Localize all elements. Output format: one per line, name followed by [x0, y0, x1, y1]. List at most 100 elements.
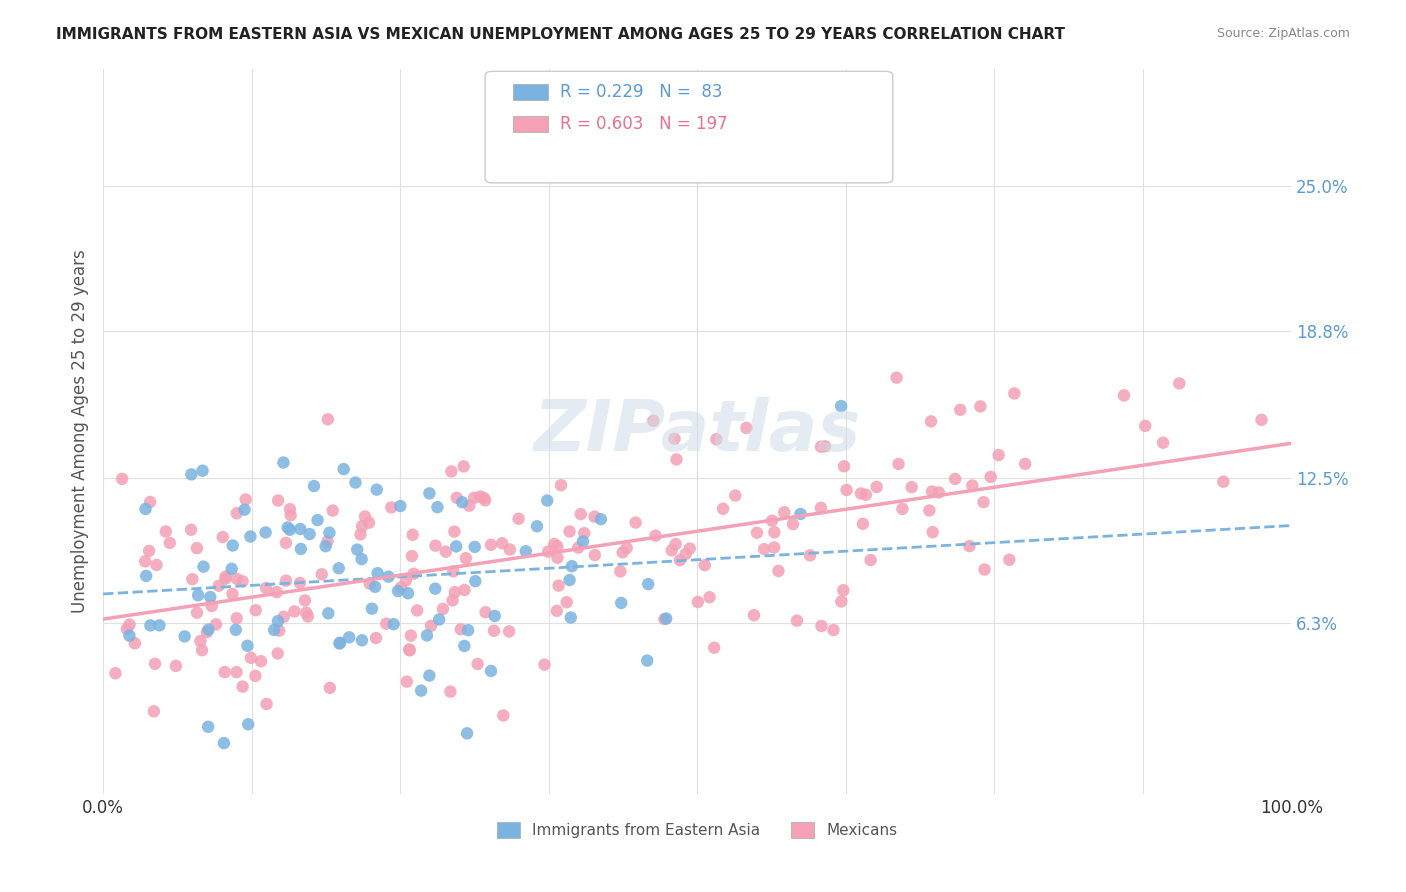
Point	[980, 470, 1002, 484]
Point	[569, 507, 592, 521]
Point	[973, 562, 995, 576]
Point	[987, 448, 1010, 462]
Point	[250, 654, 273, 668]
Point	[434, 544, 457, 558]
Point	[558, 573, 581, 587]
Point	[823, 623, 845, 637]
Point	[402, 528, 425, 542]
Point	[181, 572, 204, 586]
Point	[572, 526, 595, 541]
Point	[375, 616, 398, 631]
Point	[316, 607, 339, 621]
Point	[957, 539, 980, 553]
Point	[416, 628, 439, 642]
Point	[145, 558, 167, 572]
Point	[612, 545, 634, 559]
Point	[835, 483, 858, 497]
Point	[364, 580, 387, 594]
Text: ZIPatlas: ZIPatlas	[533, 397, 860, 466]
Point	[498, 624, 520, 639]
Point	[118, 617, 141, 632]
Point	[269, 624, 291, 638]
Point	[139, 618, 162, 632]
Point	[636, 654, 658, 668]
Point	[675, 547, 697, 561]
Point	[508, 512, 530, 526]
Point	[208, 579, 231, 593]
Point	[316, 534, 339, 549]
Point	[278, 502, 301, 516]
Point	[344, 475, 367, 490]
Point	[186, 606, 208, 620]
Point	[425, 582, 447, 596]
Point	[706, 432, 728, 446]
Point	[451, 495, 474, 509]
Point	[280, 508, 302, 523]
Point	[432, 602, 454, 616]
Point	[464, 574, 486, 589]
Point	[143, 657, 166, 671]
Point	[665, 452, 688, 467]
Point	[921, 484, 943, 499]
Point	[543, 537, 565, 551]
Point	[609, 565, 631, 579]
Point	[855, 488, 877, 502]
Point	[214, 665, 236, 679]
Point	[472, 491, 495, 506]
Point	[453, 582, 475, 597]
Point	[474, 493, 496, 508]
Point	[686, 595, 709, 609]
Point	[366, 483, 388, 497]
Point	[350, 552, 373, 566]
Point	[411, 683, 433, 698]
Point	[560, 610, 582, 624]
Point	[124, 636, 146, 650]
Point	[212, 736, 235, 750]
Point	[644, 529, 666, 543]
Point	[235, 492, 257, 507]
Point	[458, 499, 481, 513]
Point	[998, 552, 1021, 566]
Point	[444, 540, 467, 554]
Point	[724, 489, 747, 503]
Point	[111, 472, 134, 486]
Point	[1250, 413, 1272, 427]
Point	[546, 550, 568, 565]
Point	[328, 636, 350, 650]
Point	[200, 590, 222, 604]
Point	[232, 574, 254, 589]
Point	[288, 576, 311, 591]
Point	[693, 558, 716, 573]
Point	[470, 490, 492, 504]
Point	[745, 525, 768, 540]
Point	[225, 623, 247, 637]
Point	[711, 501, 734, 516]
Point	[382, 617, 405, 632]
Point	[616, 541, 638, 555]
Point	[533, 657, 555, 672]
Point	[973, 495, 995, 509]
Point	[278, 523, 301, 537]
Point	[789, 507, 811, 521]
Point	[420, 619, 443, 633]
Point	[463, 491, 485, 505]
Point	[453, 459, 475, 474]
Point	[921, 525, 943, 540]
Point	[610, 596, 633, 610]
Point	[399, 629, 422, 643]
Point	[479, 664, 502, 678]
Point	[165, 659, 187, 673]
Point	[350, 633, 373, 648]
Point	[491, 536, 513, 550]
Point	[148, 618, 170, 632]
Point	[418, 668, 440, 682]
Point	[387, 584, 409, 599]
Point	[319, 681, 342, 695]
Point	[735, 421, 758, 435]
Point	[742, 608, 765, 623]
Point	[352, 519, 374, 533]
Point	[197, 720, 219, 734]
Point	[1135, 418, 1157, 433]
Point	[900, 480, 922, 494]
Text: R = 0.229   N =  83: R = 0.229 N = 83	[560, 83, 723, 101]
